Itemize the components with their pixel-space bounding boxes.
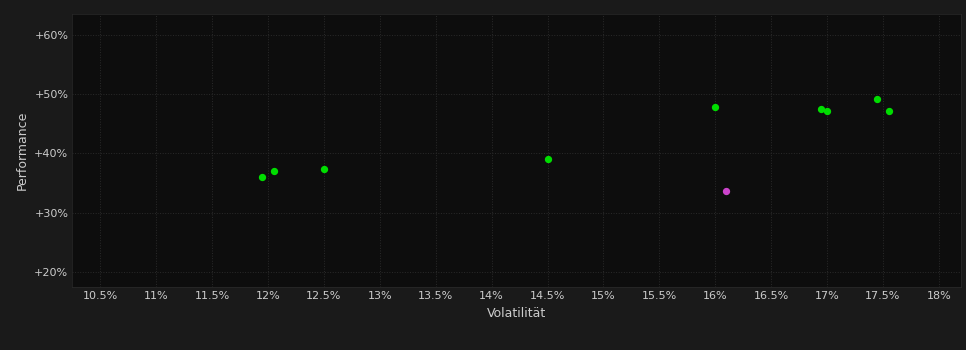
Point [316,166,331,172]
X-axis label: Volatilität: Volatilität [487,307,547,320]
Point [707,104,723,110]
Point [869,97,885,102]
Y-axis label: Performance: Performance [15,111,29,190]
Point [540,156,555,162]
Point [266,168,281,174]
Point [881,108,896,114]
Point [813,106,829,112]
Point [719,189,734,194]
Point [819,108,835,114]
Point [255,174,270,180]
